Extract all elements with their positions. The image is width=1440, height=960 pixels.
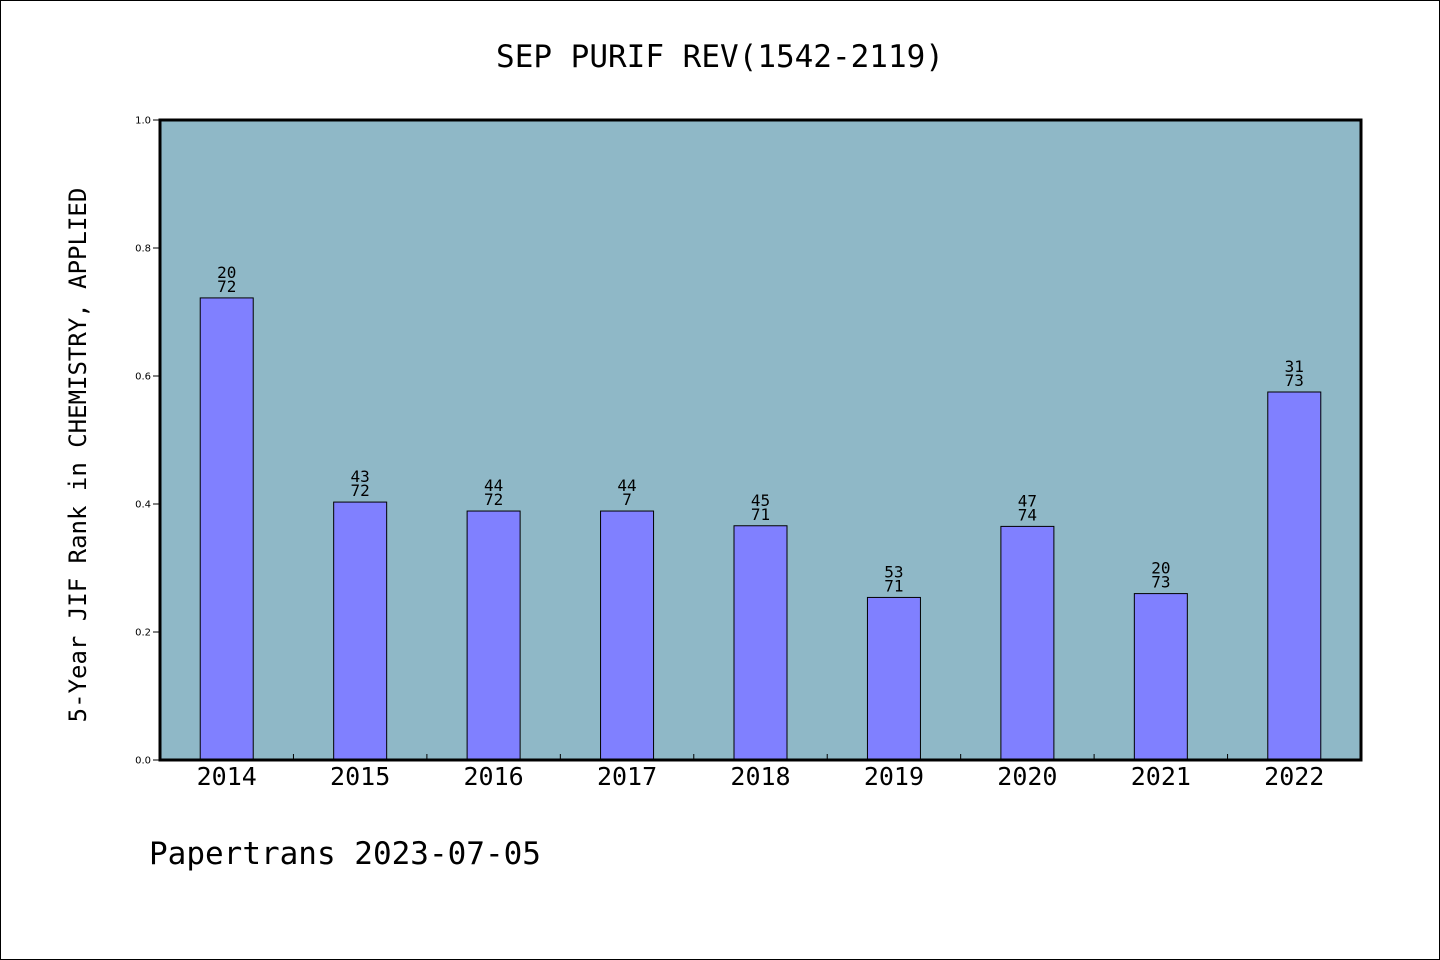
bar-2021 xyxy=(1133,593,1188,761)
bar-label-bottom: 71 xyxy=(884,576,903,595)
footer-text: Papertrans 2023-07-05 xyxy=(149,836,541,872)
bar-label-bottom: 72 xyxy=(351,481,370,500)
x-tick-label: 2019 xyxy=(864,762,924,791)
bar-2015 xyxy=(333,501,388,761)
bar-label-top: 43 xyxy=(351,467,370,486)
bar-2022 xyxy=(1267,391,1322,761)
y-tick-label: 0.0 xyxy=(135,756,151,767)
bar-label-top: 20 xyxy=(1151,559,1170,578)
x-axis-tick-labels: 2014 2015 2016 2017 2018 2019 2020 2021 2022 xyxy=(197,762,1325,791)
x-tick-label: 2022 xyxy=(1264,762,1324,791)
bar-2016 xyxy=(466,510,521,761)
y-axis-ticks: 0.0 0.2 0.4 0.6 0.8 1.0 xyxy=(135,116,160,767)
bar-label-top: 44 xyxy=(484,476,503,495)
x-tick-label: 2018 xyxy=(730,762,790,791)
y-tick-label: 1.0 xyxy=(135,116,151,127)
bar-2020 xyxy=(1000,525,1055,761)
x-tick-label: 2015 xyxy=(330,762,390,791)
plot-border xyxy=(158,118,1363,762)
chart-title: SEP PURIF REV(1542-2119) xyxy=(496,39,944,75)
bar-2018 xyxy=(733,525,788,761)
x-tick-label: 2014 xyxy=(197,762,257,791)
x-tick-label: 2020 xyxy=(997,762,1057,791)
bar-label-bottom: 7 xyxy=(622,490,632,509)
x-tick-label: 2017 xyxy=(597,762,657,791)
bar-label-bottom: 73 xyxy=(1151,573,1170,592)
bar-label-top: 20 xyxy=(217,263,236,282)
bar-label-bottom: 71 xyxy=(751,505,770,524)
y-axis-label: 5-Year JIF Rank in CHEMISTRY, APPLIED xyxy=(64,188,92,723)
x-tick-label: 2016 xyxy=(464,762,524,791)
x-tick-label: 2021 xyxy=(1131,762,1191,791)
bar-label-top: 53 xyxy=(884,562,903,581)
bar-label-top: 47 xyxy=(1018,491,1037,510)
bar-label-bottom: 72 xyxy=(484,490,503,509)
bar-label-bottom: 74 xyxy=(1018,505,1037,524)
bar-2017 xyxy=(600,510,655,761)
y-tick-label: 0.8 xyxy=(135,244,151,255)
bar-2019 xyxy=(866,596,921,761)
y-tick-label: 0.2 xyxy=(135,628,151,639)
y-tick-label: 0.4 xyxy=(135,500,151,511)
bar-label-top: 31 xyxy=(1285,357,1304,376)
bar-label-bottom: 73 xyxy=(1285,371,1304,390)
bar-label-bottom: 72 xyxy=(217,277,236,296)
bar-label-top: 44 xyxy=(617,476,636,495)
y-tick-label: 0.6 xyxy=(135,372,151,383)
bar-2014 xyxy=(199,297,254,761)
bar-label-top: 45 xyxy=(751,491,770,510)
